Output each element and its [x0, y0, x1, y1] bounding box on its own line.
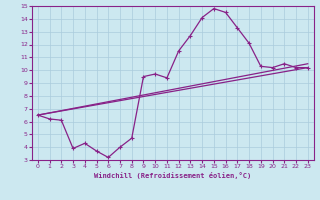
X-axis label: Windchill (Refroidissement éolien,°C): Windchill (Refroidissement éolien,°C) — [94, 172, 252, 179]
